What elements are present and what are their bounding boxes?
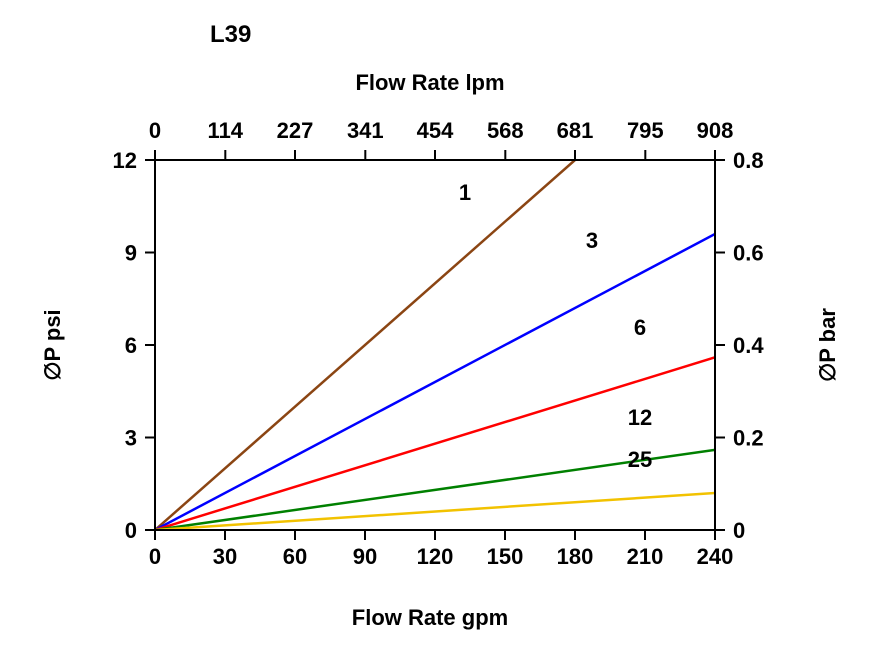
top-tick-label: 795 [627, 118, 664, 143]
top-tick-label: 908 [697, 118, 734, 143]
bottom-tick-label: 150 [487, 544, 524, 569]
left-axis-label: ∅P psi [40, 309, 65, 380]
bottom-tick-label: 240 [697, 544, 734, 569]
left-tick-label: 9 [125, 241, 137, 266]
bottom-tick-label: 60 [283, 544, 307, 569]
series-label-3: 3 [586, 228, 598, 253]
pressure-drop-chart: L390306090120150180210240011422734145456… [0, 0, 896, 660]
right-tick-label: 0 [733, 518, 745, 543]
left-tick-label: 0 [125, 518, 137, 543]
top-tick-label: 454 [417, 118, 454, 143]
bottom-tick-label: 0 [149, 544, 161, 569]
series-label-1: 1 [459, 180, 471, 205]
series-label-25: 25 [628, 447, 652, 472]
right-tick-label: 0.2 [733, 426, 764, 451]
left-tick-label: 6 [125, 333, 137, 358]
bottom-tick-label: 30 [213, 544, 237, 569]
right-tick-label: 0.6 [733, 241, 764, 266]
top-tick-label: 681 [557, 118, 594, 143]
series-label-12: 12 [628, 405, 652, 430]
top-tick-label: 114 [208, 118, 244, 143]
bottom-axis-label: Flow Rate gpm [352, 605, 508, 630]
bottom-tick-label: 180 [557, 544, 594, 569]
top-axis-label: Flow Rate lpm [355, 70, 504, 95]
chart-title: L39 [210, 21, 251, 48]
right-tick-label: 0.4 [733, 333, 764, 358]
top-tick-label: 568 [487, 118, 524, 143]
top-tick-label: 227 [277, 118, 314, 143]
chart-svg: L390306090120150180210240011422734145456… [0, 0, 896, 660]
left-tick-label: 12 [113, 148, 137, 173]
right-axis-label: ∅P bar [815, 308, 840, 382]
right-tick-label: 0.8 [733, 148, 764, 173]
bottom-tick-label: 120 [417, 544, 454, 569]
series-label-6: 6 [634, 315, 646, 340]
left-tick-label: 3 [125, 426, 137, 451]
top-tick-label: 341 [347, 118, 384, 143]
bottom-tick-label: 210 [627, 544, 664, 569]
top-tick-label: 0 [149, 118, 161, 143]
bottom-tick-label: 90 [353, 544, 377, 569]
